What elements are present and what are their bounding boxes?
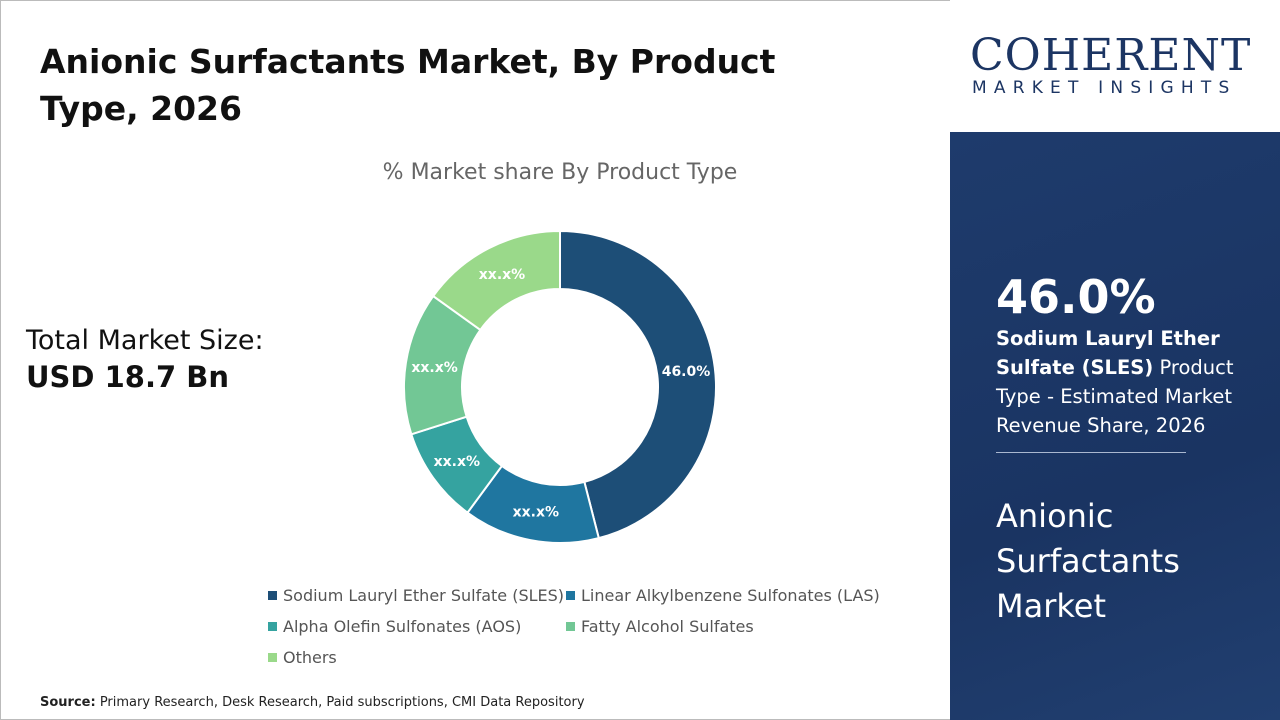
legend-swatch <box>566 591 575 600</box>
legend-swatch <box>566 622 575 631</box>
total-value: USD 18.7 Bn <box>26 360 229 394</box>
legend-label: Others <box>283 648 337 667</box>
data-label: xx.x% <box>479 267 525 283</box>
source-text: Primary Research, Desk Research, Paid su… <box>95 695 585 710</box>
legend-swatch <box>268 591 277 600</box>
divider <box>996 452 1186 453</box>
highlight-description: Sodium Lauryl Ether Sulfate (SLES) Produ… <box>996 324 1256 440</box>
data-label: 46.0% <box>662 364 711 380</box>
logo-text: COHERENT <box>970 30 1252 81</box>
data-label: xx.x% <box>434 454 480 470</box>
company-logo: COHERENT MARKET INSIGHTS <box>950 0 1280 132</box>
legend-item: Sodium Lauryl Ether Sulfate (SLES) <box>268 586 564 605</box>
donut-slice <box>559 229 717 540</box>
total-label: Total Market Size: <box>26 325 264 356</box>
market-name: Anionic Surfactants Market <box>996 497 1180 625</box>
highlight-segment: Sodium Lauryl Ether Sulfate (SLES) <box>996 327 1220 379</box>
legend-item: Alpha Olefin Sulfonates (AOS) <box>268 617 521 636</box>
legend-label: Linear Alkylbenzene Sulfonates (LAS) <box>581 586 880 605</box>
source-label: Source: <box>40 695 96 710</box>
chart-title: % Market share By Product Type <box>382 160 738 185</box>
logo-subtext: MARKET INSIGHTS <box>972 78 1237 98</box>
data-label: xx.x% <box>513 505 559 521</box>
legend-item: Linear Alkylbenzene Sulfonates (LAS) <box>566 586 880 605</box>
highlight-value: 46.0% <box>996 270 1156 324</box>
highlight-caption: Product Type - Estimated Market Revenue … <box>996 356 1234 437</box>
legend-swatch <box>268 653 277 662</box>
total-market-size: Total Market Size: USD 18.7 Bn <box>26 325 264 394</box>
legend-label: Fatty Alcohol Sulfates <box>581 617 754 636</box>
legend-swatch <box>268 622 277 631</box>
donut-chart: 46.0% xx.x% xx.x% xx.x% xx.x% <box>403 229 717 544</box>
data-label: xx.x% <box>411 360 457 376</box>
legend-item: Others <box>268 648 337 667</box>
donut-slice <box>431 229 561 332</box>
highlight-panel: 46.0% Sodium Lauryl Ether Sulfate (SLES)… <box>950 132 1280 720</box>
legend-label: Alpha Olefin Sulfonates (AOS) <box>283 617 522 636</box>
legend-label: Sodium Lauryl Ether Sulfate (SLES) <box>283 586 565 605</box>
page-title: Anionic Surfactants Market, By Product T… <box>40 42 776 128</box>
source-note: Source: Primary Research, Desk Research,… <box>40 695 585 710</box>
legend-item: Fatty Alcohol Sulfates <box>566 617 754 636</box>
